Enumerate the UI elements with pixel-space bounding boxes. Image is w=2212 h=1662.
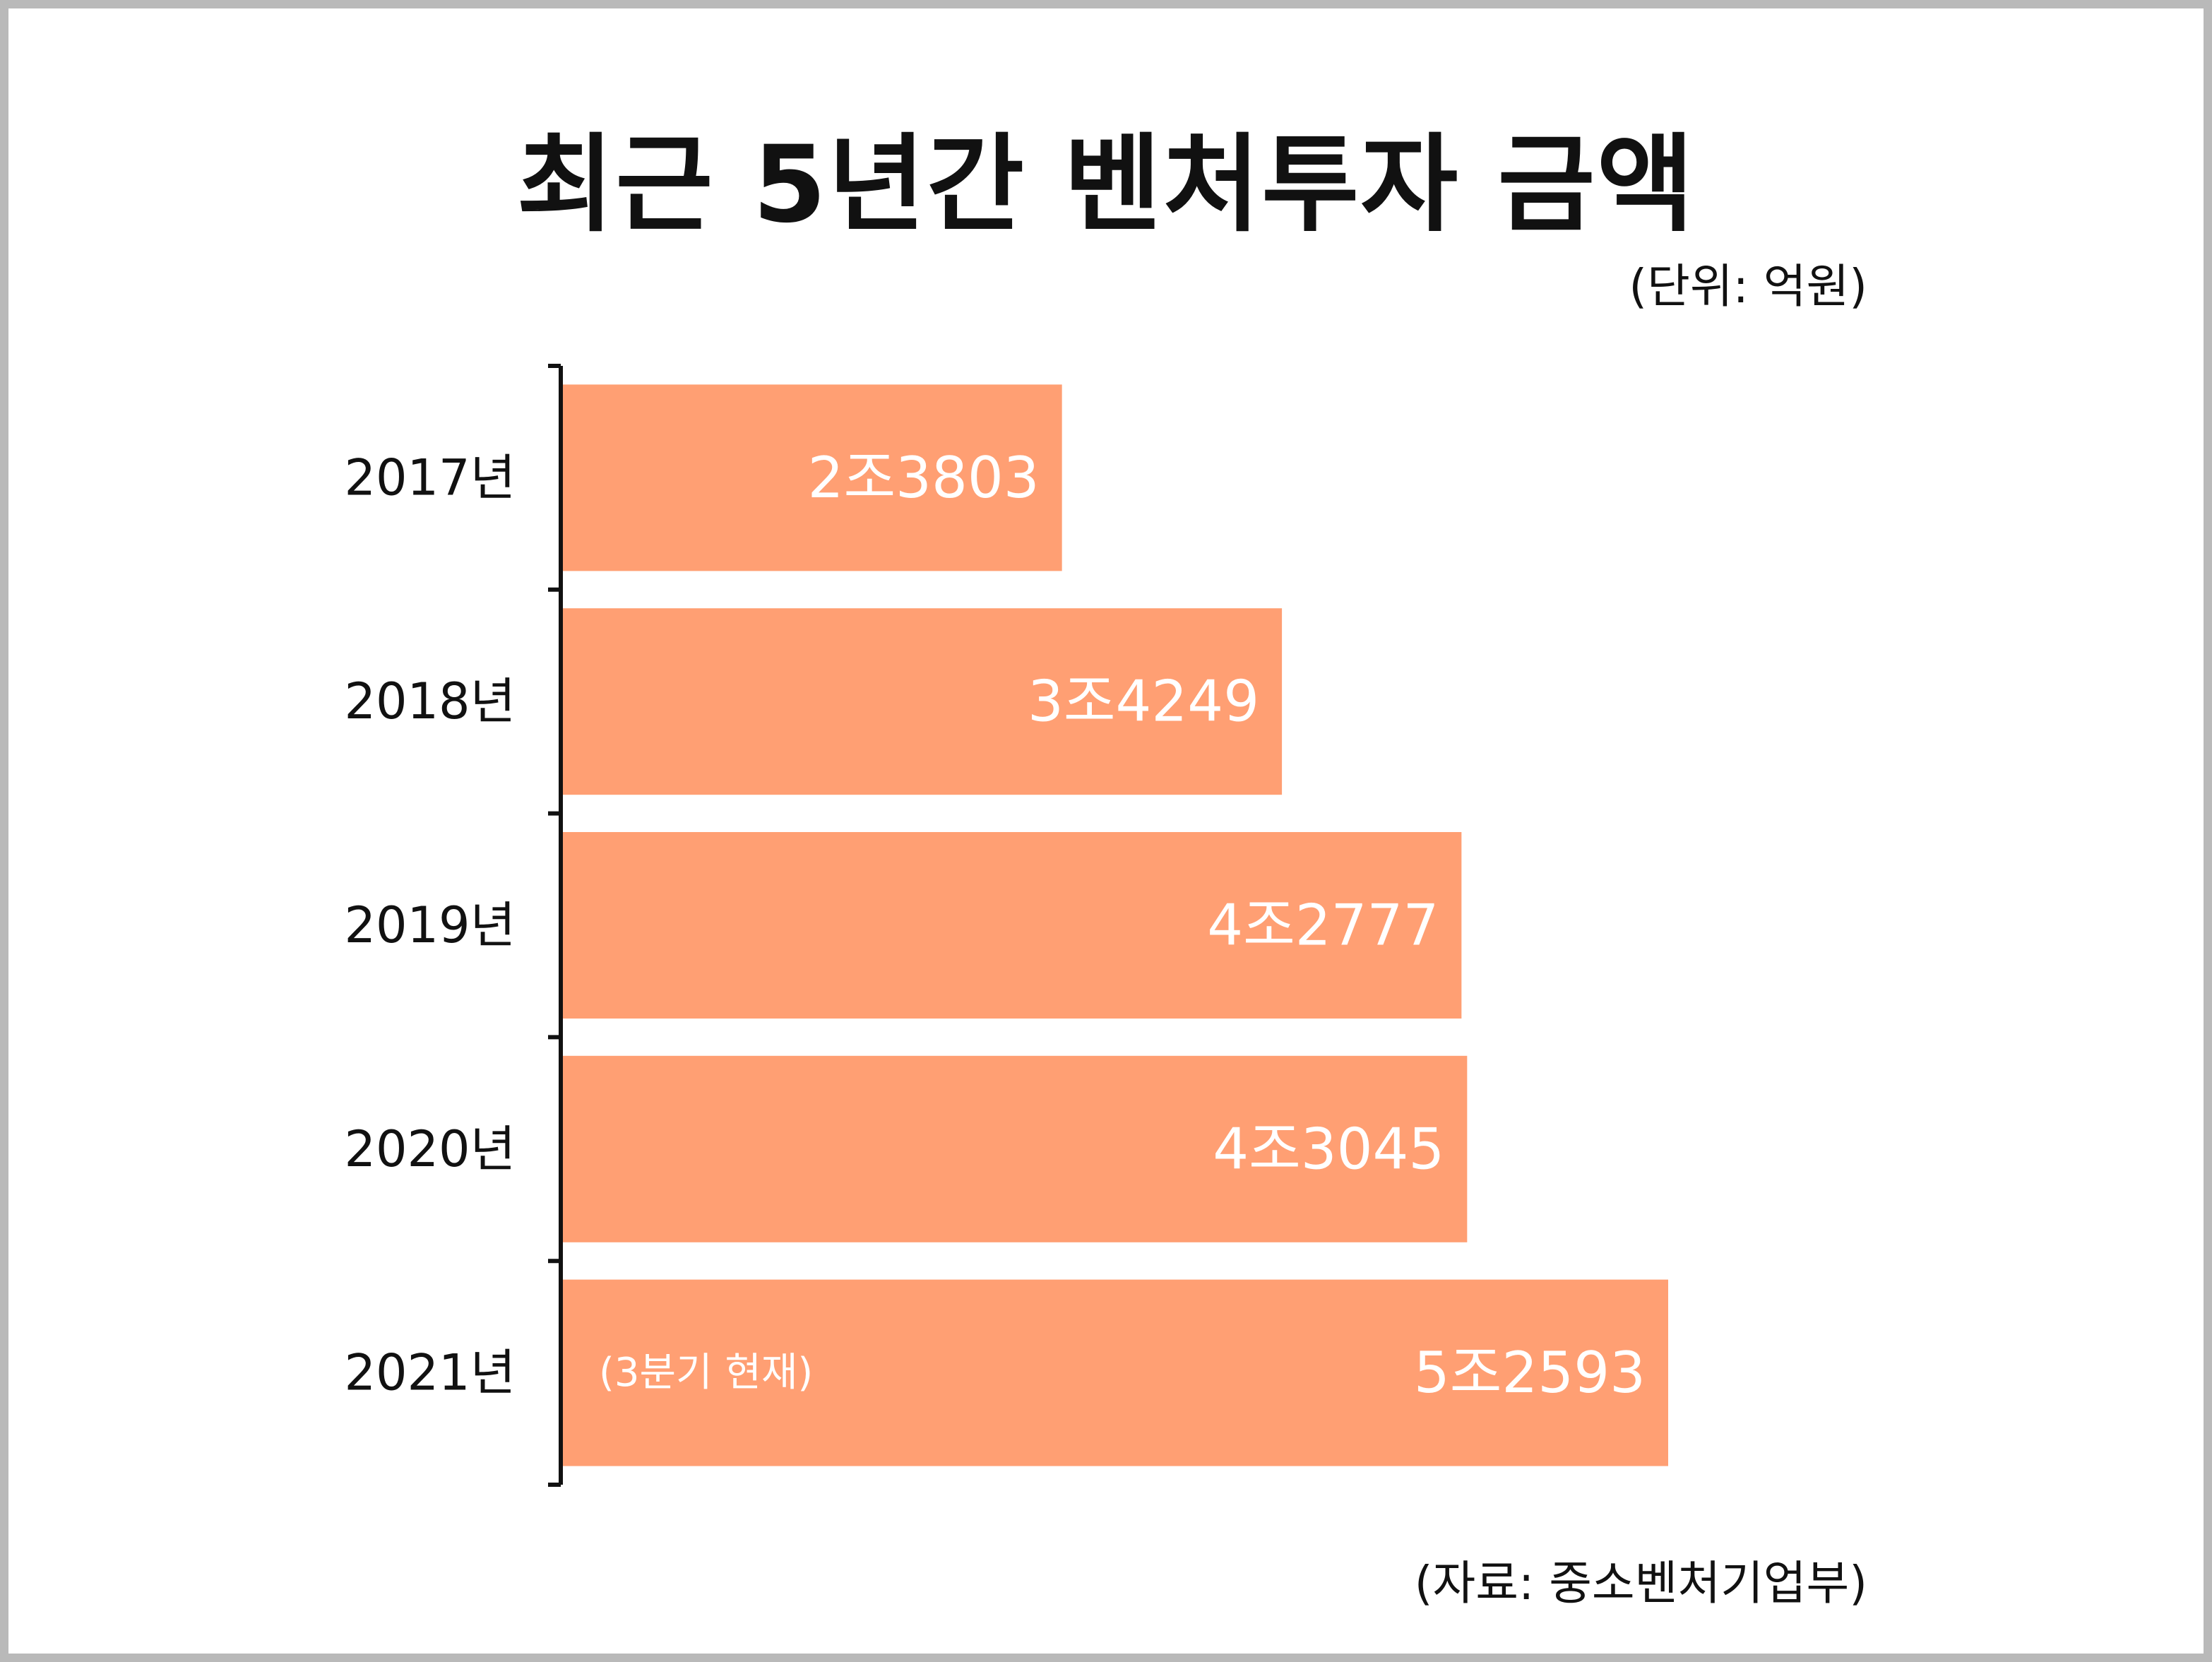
bar-note-5: (3분기 현재) xyxy=(599,1350,813,1396)
value-label-2: 3조4249 xyxy=(1028,669,1259,735)
category-label-3: 2019년 xyxy=(344,896,516,954)
value-label-3: 4조2777 xyxy=(1207,893,1439,958)
bars-layer xyxy=(561,384,1668,1466)
source-label: (자료: 중소벤처기업부) xyxy=(1415,1545,1867,1613)
category-label-4: 2020년 xyxy=(344,1120,516,1178)
y-axis xyxy=(548,366,561,1485)
value-label-5: 5조2593 xyxy=(1414,1340,1646,1406)
value-label-1: 2조3803 xyxy=(808,445,1040,511)
category-label-1: 2017년 xyxy=(344,449,516,506)
category-label-5: 2021년 xyxy=(344,1344,516,1402)
value-label-4: 4조3045 xyxy=(1213,1116,1444,1182)
category-label-2: 2018년 xyxy=(344,672,516,730)
